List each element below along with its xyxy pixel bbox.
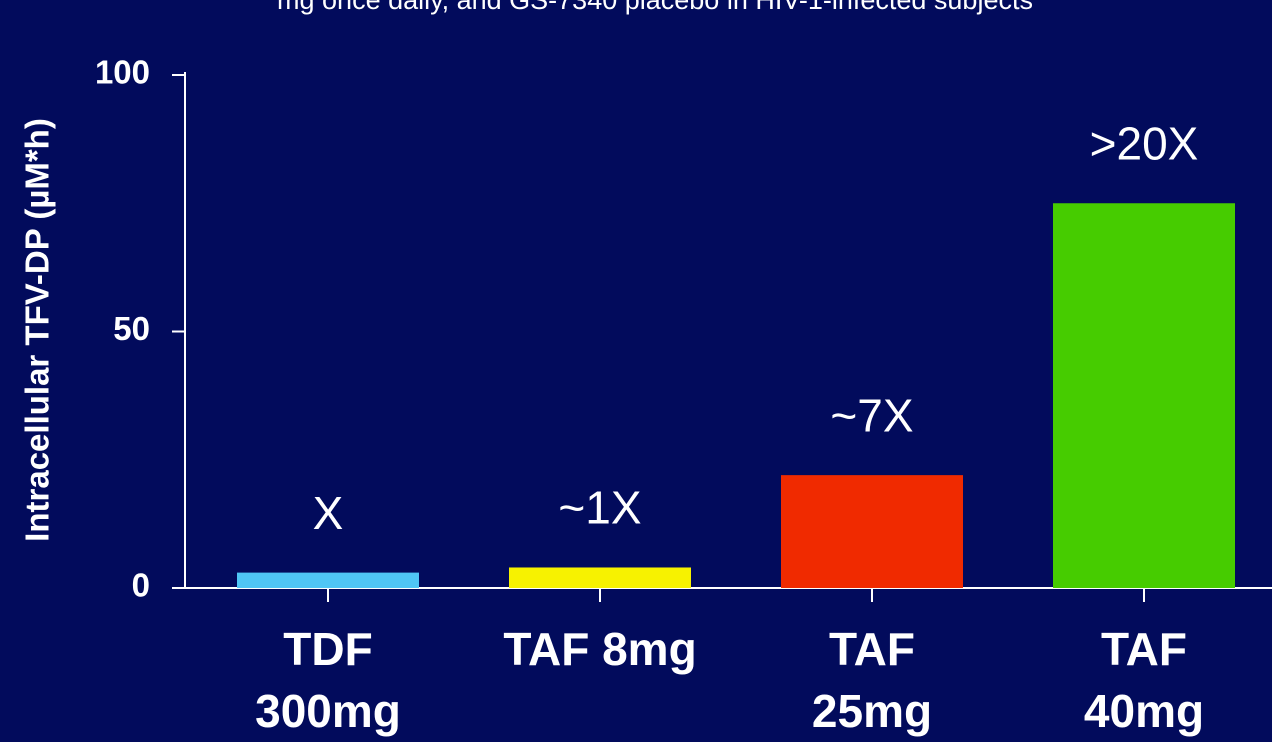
bar xyxy=(509,567,691,588)
bar xyxy=(1053,203,1235,588)
bar-label: ~7X xyxy=(830,389,913,441)
bar-label: X xyxy=(313,487,344,539)
bar-label: ~1X xyxy=(558,482,641,534)
y-axis-label: Intracellular TFV-DP (µM*h) xyxy=(19,118,56,542)
chart-title: mg once daily, and GS-7340 placebo in HI… xyxy=(277,0,1033,15)
bar xyxy=(237,572,419,588)
x-tick-label: TAF 40mg xyxy=(1083,623,1205,737)
y-tick-label: 100 xyxy=(95,54,150,91)
bar-label: >20X xyxy=(1090,117,1199,169)
x-tick-label: TDF 300mg xyxy=(255,623,401,737)
x-tick-label: TAF 8mg xyxy=(503,623,697,675)
x-tick-label: TAF 25mg xyxy=(811,623,933,737)
bar xyxy=(781,475,963,588)
y-tick-label: 50 xyxy=(113,310,150,347)
y-tick-label: 0 xyxy=(132,567,150,604)
